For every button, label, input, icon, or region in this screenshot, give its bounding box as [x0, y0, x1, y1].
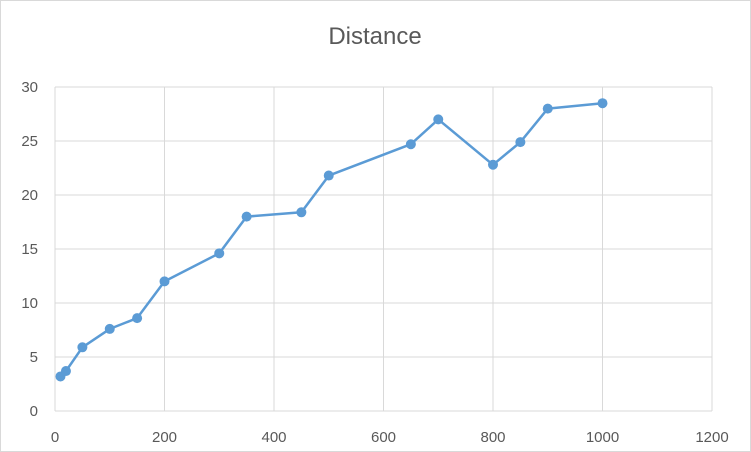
gridlines	[54, 86, 713, 412]
data-point	[214, 248, 225, 259]
chart-title: Distance	[328, 23, 421, 50]
data-point	[77, 342, 88, 353]
data-point	[515, 137, 526, 148]
data-point	[405, 139, 416, 150]
data-point	[597, 98, 608, 109]
y-tick-label: 15	[21, 241, 38, 258]
y-tick-label: 30	[21, 79, 38, 96]
data-point	[542, 103, 553, 114]
data-point	[241, 211, 252, 222]
x-tick-label: 0	[51, 429, 59, 446]
data-point	[323, 170, 334, 181]
data-point	[132, 313, 143, 324]
series-line	[59, 101, 603, 378]
data-point	[296, 207, 307, 218]
y-axis-ticks: 0 5 10 15 20 25 30	[21, 79, 38, 420]
y-tick-label: 20	[21, 187, 38, 204]
x-tick-label: 1000	[586, 429, 619, 446]
x-tick-label: 600	[371, 429, 396, 446]
series-distance	[55, 98, 608, 382]
data-point	[104, 323, 115, 334]
x-tick-label: 1200	[695, 429, 728, 446]
y-tick-label: 5	[30, 349, 38, 366]
x-tick-label: 400	[261, 429, 286, 446]
y-tick-label: 10	[21, 295, 38, 312]
data-point	[433, 114, 444, 125]
y-tick-label: 25	[21, 133, 38, 150]
x-tick-label: 800	[480, 429, 505, 446]
x-tick-label: 200	[152, 429, 177, 446]
y-tick-label: 0	[30, 403, 38, 420]
data-point	[60, 366, 71, 377]
data-point	[159, 276, 170, 287]
x-axis-ticks: 0 200 400 600 800 1000 1200	[51, 429, 729, 446]
data-point	[488, 159, 498, 170]
